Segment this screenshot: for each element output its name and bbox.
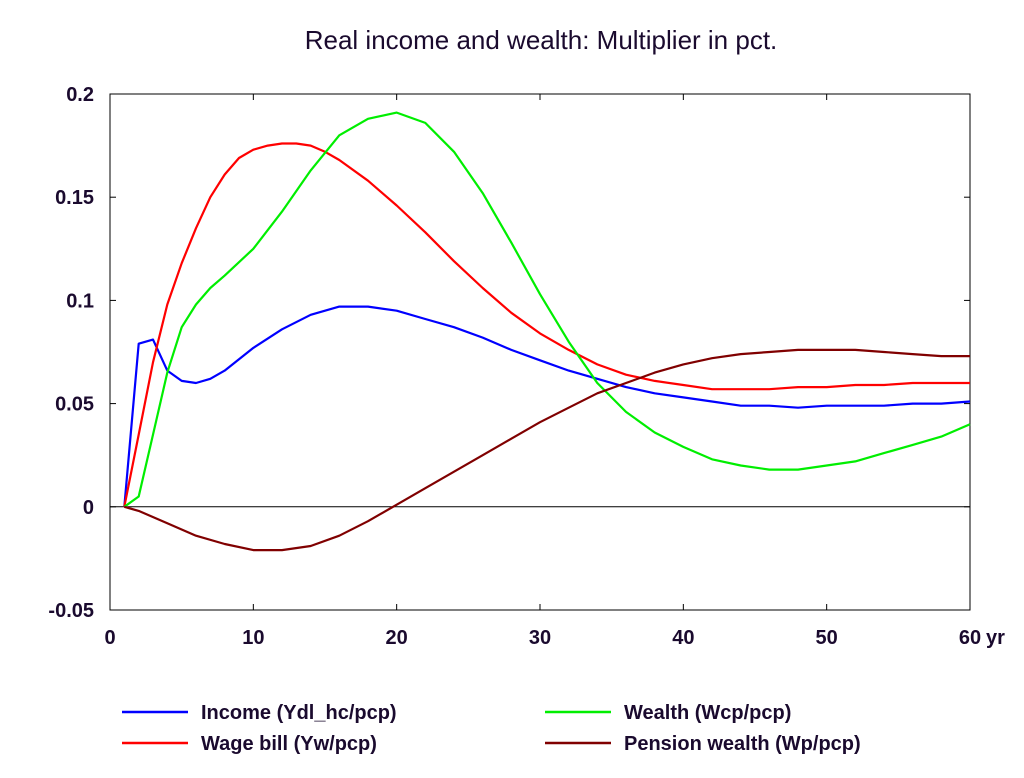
x-tick-label: 20	[386, 627, 408, 649]
series-line-4	[123, 348, 970, 552]
chart-title: Real income and wealth: Multiplier in pc…	[305, 25, 778, 55]
x-tick-label: 50	[816, 627, 838, 649]
y-tick-label: 0.05	[55, 394, 94, 416]
legend-label: Wage bill (Yw/pcp)	[201, 733, 377, 755]
axis-ticks: -0.05 0 0.05 0.1 0.15 0.2 0 10 20 30 40 50 60 yr	[48, 84, 1005, 649]
series-line-2	[123, 142, 970, 508]
y-tick-label: 0.15	[55, 187, 94, 209]
series-line-3	[123, 111, 971, 508]
y-tick-label: -0.05	[48, 600, 94, 622]
series-lines	[123, 111, 971, 552]
x-tick-label: 60	[959, 627, 981, 649]
legend: Income (Ydl_hc/pcp) Wage bill (Yw/pcp) Wea…	[122, 702, 861, 755]
x-tick-label: 40	[672, 627, 694, 649]
x-axis-unit: yr	[986, 627, 1005, 649]
y-tick-label: 0.2	[66, 84, 94, 106]
y-tick-label: 0	[83, 497, 94, 519]
legend-label: Income (Ydl_hc/pcp)	[201, 702, 397, 724]
legend-label: Wealth (Wcp/pcp)	[624, 702, 791, 724]
x-tick-label: 0	[104, 627, 115, 649]
x-tick-label: 30	[529, 627, 551, 649]
series-line-1	[123, 305, 971, 507]
plot-area-frame	[109, 93, 971, 611]
x-tick-label: 10	[242, 627, 264, 649]
legend-label: Pension wealth (Wp/pcp)	[624, 733, 861, 755]
y-tick-label: 0.1	[66, 290, 94, 312]
